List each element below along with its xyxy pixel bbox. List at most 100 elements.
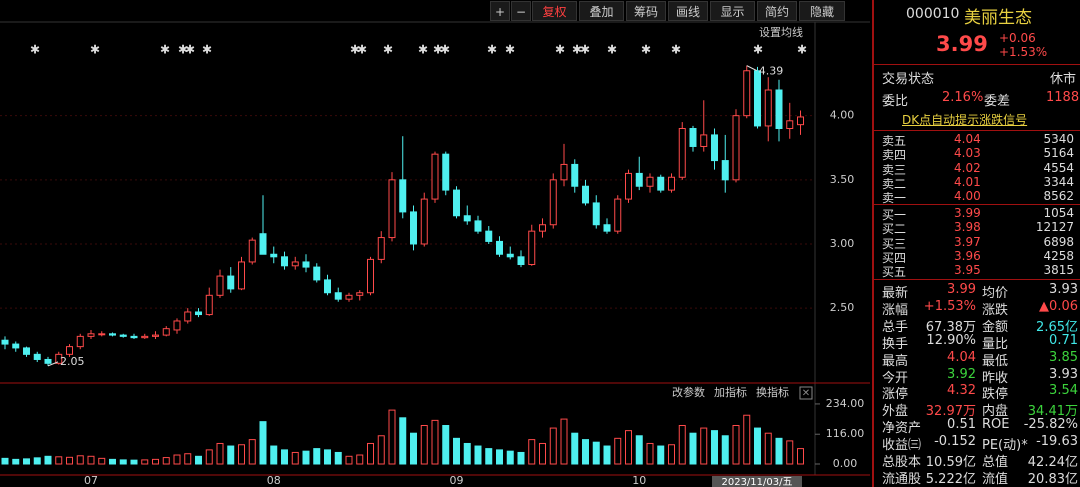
stat-value: 0.71 — [1049, 332, 1078, 348]
volume-bar — [496, 449, 503, 465]
volume-bar — [797, 448, 804, 465]
separator — [874, 204, 1080, 205]
separator — [874, 130, 1080, 131]
candle-body — [216, 275, 224, 296]
book-volume: 5164 — [1043, 146, 1074, 161]
stat-label: 最低 — [982, 353, 1009, 369]
stat-label: 收益㈢ — [882, 438, 922, 454]
stat-label: ROE — [982, 417, 1010, 433]
stock-code: 000010 — [906, 6, 960, 22]
stat-value: 12.90% — [926, 332, 976, 348]
book-price: 4.03 — [954, 146, 981, 161]
candle-body — [248, 239, 256, 263]
volume-bar — [195, 455, 202, 465]
candle-body — [582, 185, 589, 204]
stat-label: 昨收 — [982, 370, 1009, 386]
candle-body — [700, 134, 708, 147]
volume-bar — [216, 442, 224, 465]
stat-label: 涨跌 — [982, 302, 1009, 318]
volume-bar — [162, 457, 170, 465]
candle-body — [474, 220, 482, 232]
volume-bar — [377, 435, 385, 465]
volume-bar — [517, 451, 525, 465]
candle-body — [12, 343, 20, 349]
volume-bar — [302, 450, 310, 465]
candle-body — [130, 335, 138, 339]
status-value: 休市 — [1050, 72, 1077, 87]
ma-setting: 设置均线 — [759, 25, 803, 39]
event-marker: ✱ — [797, 43, 807, 57]
book-volume: 4554 — [1043, 160, 1074, 175]
event-marker: ✱ — [572, 43, 582, 57]
x-tick-label: 09 — [450, 474, 464, 487]
volume-bar — [711, 430, 718, 465]
cursor-date-box — [712, 476, 802, 487]
candle-body — [764, 89, 772, 127]
stat-label: 流值 — [982, 471, 1009, 487]
volume-bar — [743, 414, 751, 465]
candle-body — [291, 261, 299, 267]
stat-value: 42.24亿 — [1027, 455, 1078, 470]
volume-bar — [614, 437, 622, 465]
stat-label: 总手 — [882, 319, 909, 335]
volume-bar — [1, 457, 9, 465]
toolbar-button[interactable]: 筹码 — [626, 1, 666, 21]
event-marker: ✱ — [440, 43, 450, 57]
volume-bar — [248, 439, 256, 465]
volume-bar — [764, 432, 772, 465]
candle-body — [152, 334, 159, 337]
event-marker: ✱ — [418, 43, 428, 57]
volume-bar — [345, 455, 353, 465]
candle-body — [66, 346, 73, 355]
toolbar-button[interactable]: 画线 — [668, 1, 708, 21]
stat-label: PE(动)* — [982, 438, 1028, 454]
candle-body — [431, 153, 439, 200]
volume-bar — [463, 442, 471, 465]
candle-body — [786, 120, 794, 130]
toolbar-button[interactable]: 叠加 — [579, 1, 624, 21]
volume-bar — [152, 458, 159, 465]
book-price: 3.97 — [954, 234, 981, 249]
volume-bar — [399, 417, 407, 465]
stat-value: 3.92 — [947, 366, 976, 382]
candle-body — [281, 256, 288, 267]
stat-label: 涨幅 — [882, 302, 909, 318]
indicator-button[interactable]: 换指标 — [756, 385, 789, 399]
toolbar-button[interactable]: − — [511, 1, 531, 21]
toolbar-button[interactable]: 显示 — [710, 1, 755, 21]
volume-bar — [635, 435, 643, 465]
book-volume: 5340 — [1043, 132, 1074, 146]
candle-body — [377, 237, 385, 260]
toolbar-button[interactable]: 隐藏 — [799, 1, 845, 21]
stat-label: 总股本 — [882, 455, 922, 470]
candle-body — [635, 172, 643, 187]
stat-value: 0.51 — [947, 417, 976, 433]
candle-body — [592, 202, 600, 226]
volume-bar — [227, 445, 235, 465]
toolbar-button[interactable]: 简约 — [757, 1, 797, 21]
candle-body — [496, 240, 503, 255]
event-marker: ✱ — [607, 43, 617, 57]
close-icon: ✕ — [802, 388, 810, 399]
candle-body — [614, 198, 622, 232]
candle-body — [399, 179, 407, 213]
stat-label: 量比 — [982, 336, 1009, 352]
volume-bar — [66, 456, 73, 465]
candle-body — [141, 335, 149, 339]
book-label: 买三 — [882, 236, 907, 251]
candle-body — [625, 172, 632, 200]
book-volume: 6898 — [1043, 234, 1074, 249]
candle-body — [410, 211, 417, 245]
toolbar-button[interactable]: + — [490, 1, 510, 21]
candle-body — [119, 334, 127, 337]
candle-body — [463, 215, 471, 222]
candle-body — [549, 179, 557, 226]
volume-bar — [12, 458, 20, 465]
candle-body — [420, 198, 428, 245]
indicator-button[interactable]: 改参数 — [672, 385, 705, 399]
indicator-button[interactable]: 加指标 — [714, 385, 747, 399]
toolbar-button[interactable]: 复权 — [532, 1, 577, 21]
candle-body — [334, 292, 342, 300]
candle-body — [109, 333, 116, 336]
close-button[interactable] — [799, 386, 813, 400]
